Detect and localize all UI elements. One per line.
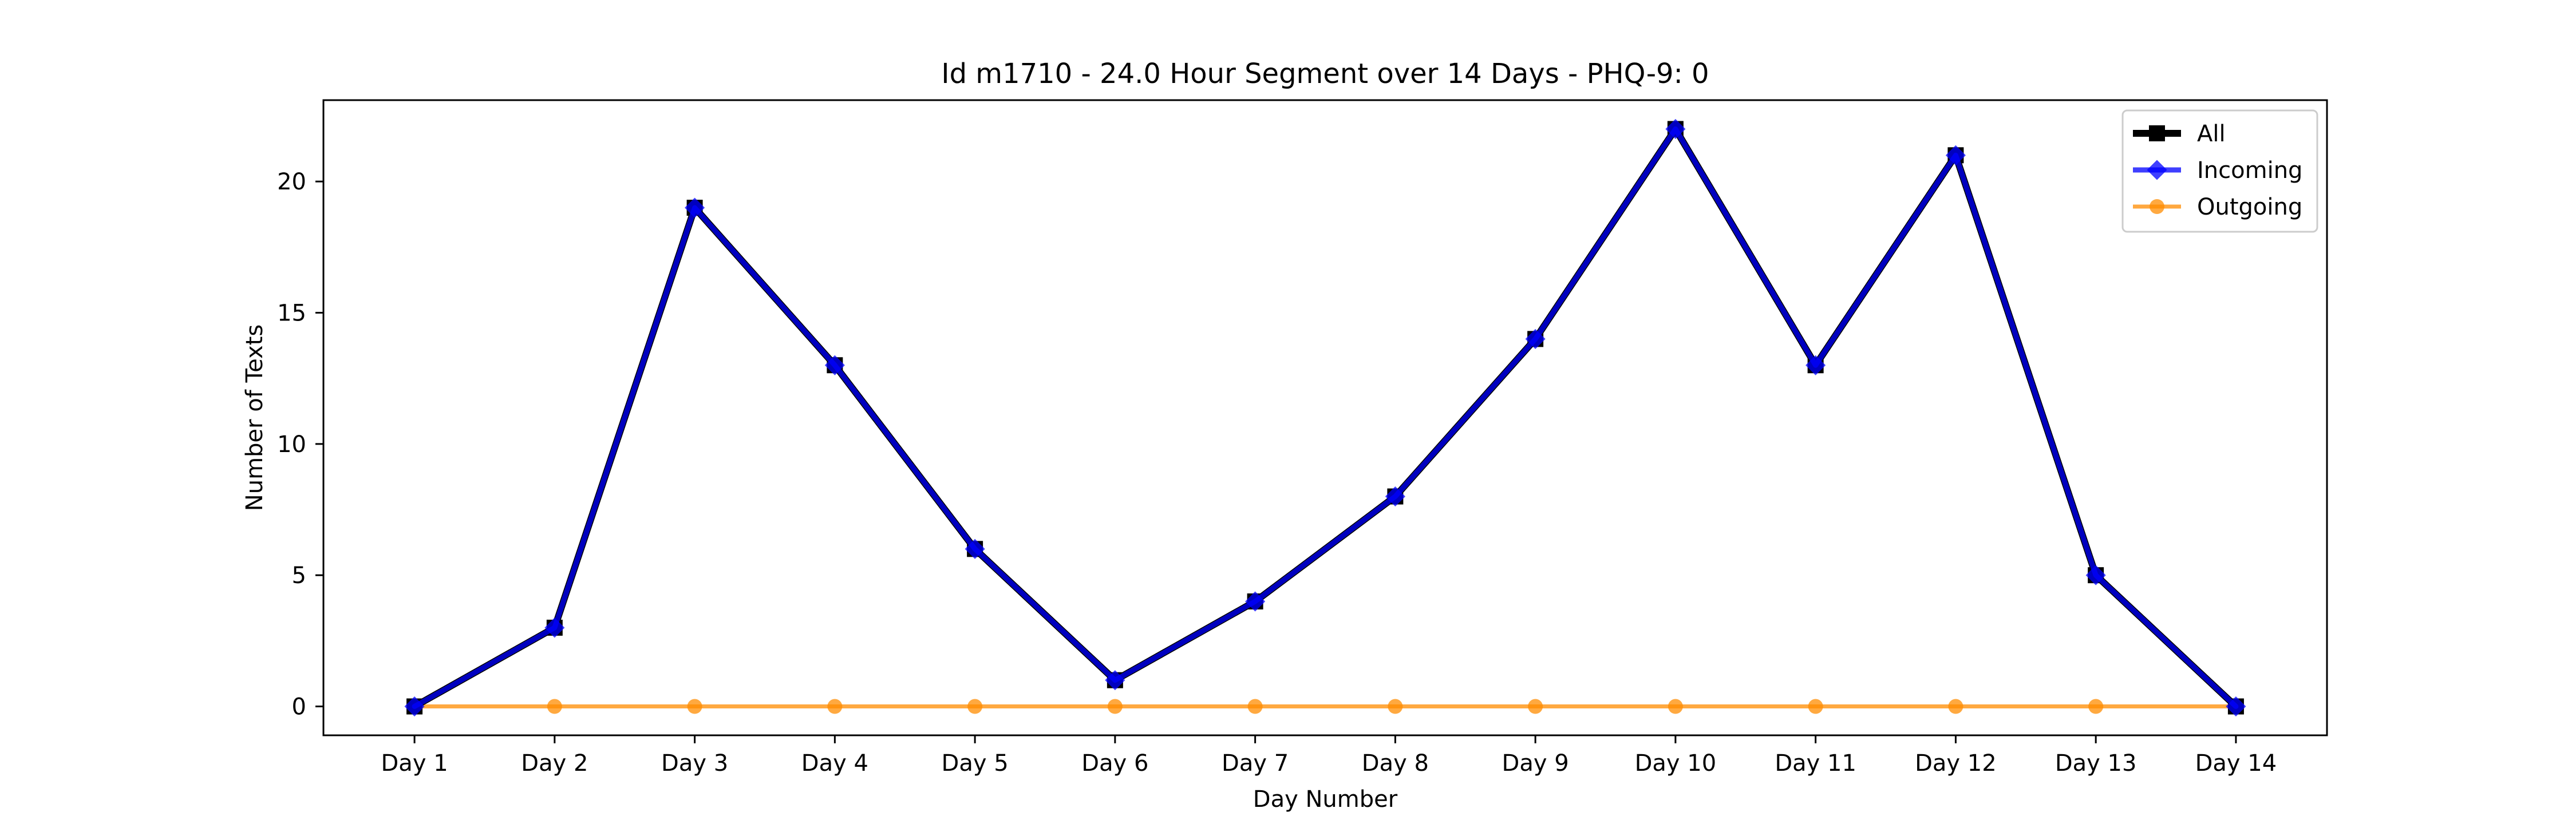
data-point-outgoing-4 [827, 699, 843, 714]
x-tick-label: Day 13 [2055, 750, 2137, 777]
legend-marker-incoming [2147, 160, 2167, 180]
legend-box [2121, 109, 2318, 233]
data-point-incoming-11 [1805, 355, 1826, 375]
data-point-outgoing-8 [1388, 699, 1403, 714]
x-tick-label: Day 3 [661, 750, 728, 777]
plot-frame [322, 99, 2328, 736]
data-point-outgoing-6 [1107, 699, 1123, 714]
data-point-incoming-2 [544, 617, 565, 638]
x-tick-label: Day 9 [1502, 750, 1569, 777]
data-point-incoming-8 [1385, 486, 1405, 507]
y-tick-label: 10 [277, 431, 306, 458]
x-tick-label: Day 5 [942, 750, 1009, 777]
data-point-incoming-14 [2226, 696, 2246, 717]
axes-layer: Day 1 Day 2 Day 3 Day 4 Day 5 Day 6 Day 7 Day 8… [242, 58, 2328, 813]
data-point-outgoing-11 [1808, 699, 1823, 714]
x-tick-label: Day 12 [1915, 750, 1997, 777]
data-point-outgoing-13 [2088, 699, 2104, 714]
x-tick-label: Day 11 [1775, 750, 1856, 777]
data-point-outgoing-2 [547, 699, 562, 714]
data-point-outgoing-10 [1668, 699, 1683, 714]
data-point-outgoing-9 [1528, 699, 1543, 714]
chart-title: Id m1710 - 24.0 Hour Segment over 14 Day… [941, 58, 1709, 90]
series-layer [404, 118, 2246, 717]
data-point-incoming-1 [404, 696, 425, 717]
legend-item-outgoing: Outgoing [2133, 194, 2302, 220]
x-tick-label: Day 4 [801, 750, 868, 777]
data-point-outgoing-12 [1948, 699, 1963, 714]
legend-label-outgoing: Outgoing [2197, 194, 2302, 220]
x-tick-label: Day 7 [1222, 750, 1289, 777]
x-tick-label: Day 1 [381, 750, 448, 777]
y-tick-label: 20 [277, 169, 306, 195]
legend-label-incoming: Incoming [2197, 157, 2302, 184]
legend-item-incoming: Incoming [2133, 157, 2302, 184]
x-tick-label: Day 6 [1081, 750, 1148, 777]
series-line-incoming [412, 126, 2239, 710]
legend: All Incoming Outgoing [2121, 109, 2318, 233]
legend-marker-outgoing [2150, 199, 2164, 214]
y-axis-label: Number of Texts [242, 324, 268, 511]
y-tick-label: 15 [277, 300, 306, 327]
data-point-incoming-7 [1245, 591, 1266, 612]
data-point-incoming-9 [1525, 328, 1546, 349]
data-point-outgoing-3 [687, 699, 702, 714]
y-tick-label: 5 [292, 562, 306, 589]
data-point-incoming-12 [1945, 145, 1966, 165]
data-point-incoming-3 [685, 197, 705, 218]
legend-item-all: All [2133, 121, 2226, 147]
x-tick-label: Day 2 [521, 750, 588, 777]
legend-label-all: All [2197, 121, 2226, 147]
data-point-incoming-13 [2085, 565, 2106, 585]
data-point-outgoing-7 [1247, 699, 1263, 714]
y-tick-label: 0 [292, 694, 306, 720]
data-point-incoming-5 [965, 538, 985, 559]
x-axis-label: Day Number [1253, 786, 1398, 813]
data-point-outgoing-5 [967, 699, 983, 714]
data-point-incoming-4 [824, 355, 845, 375]
legend-marker-all [2149, 125, 2165, 141]
x-tick-label: Day 14 [2195, 750, 2277, 777]
x-tick-label: Day 10 [1635, 750, 1717, 777]
data-point-incoming-10 [1665, 118, 1686, 140]
data-point-incoming-6 [1105, 670, 1125, 691]
x-tick-label: Day 8 [1362, 750, 1429, 777]
